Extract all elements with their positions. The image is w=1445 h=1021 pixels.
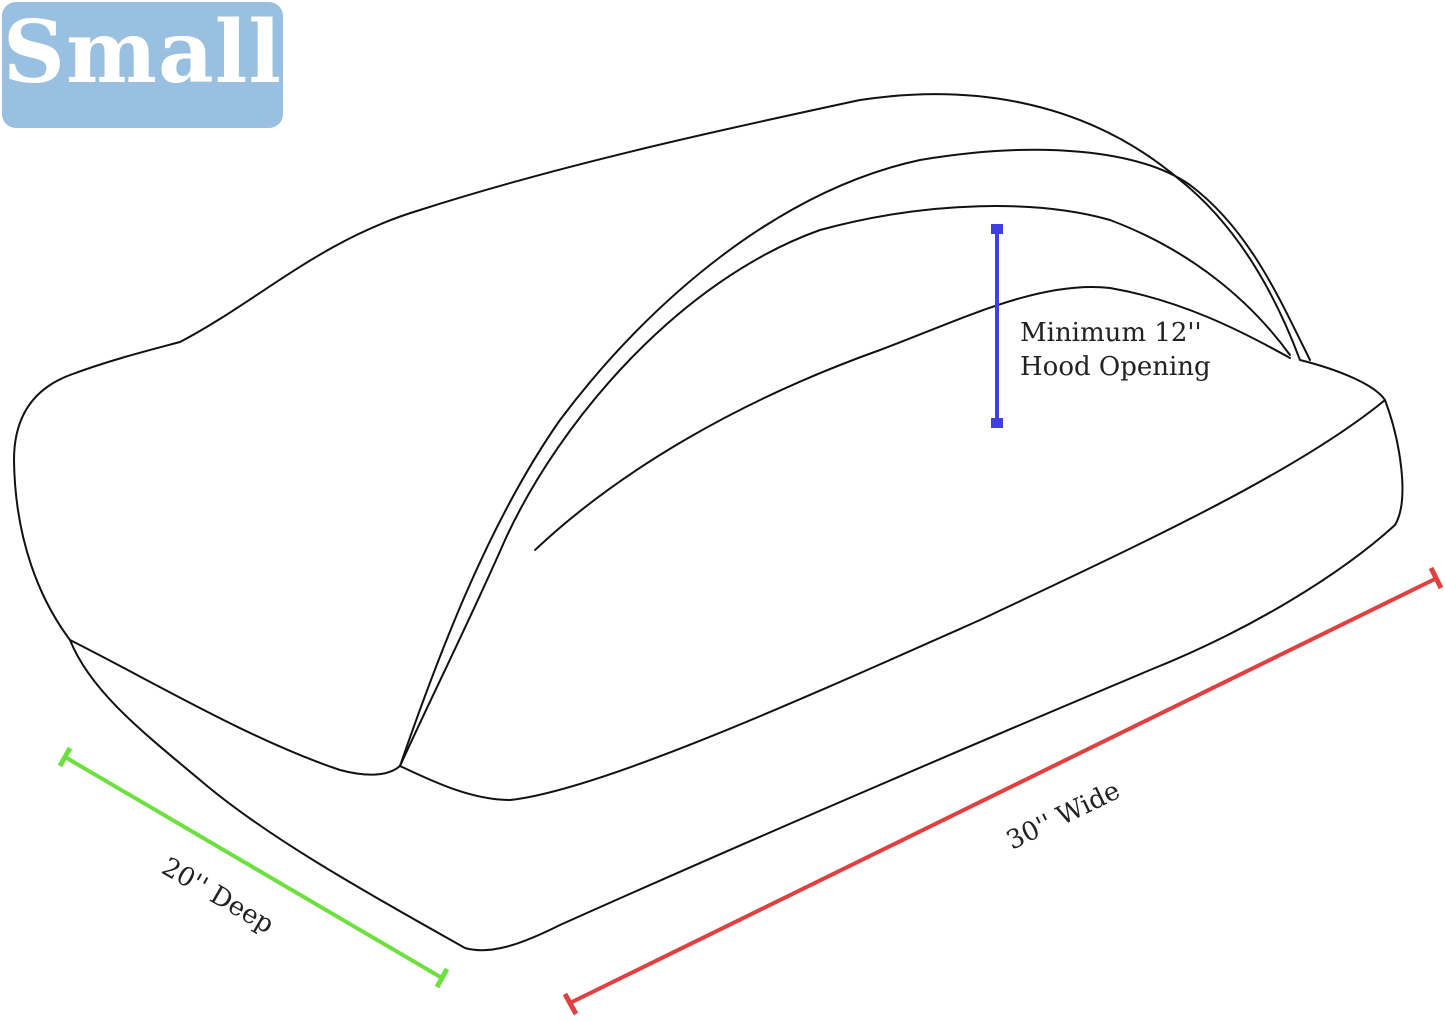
size-badge-label: Small	[2, 2, 283, 103]
hood-inner-arc	[399, 205, 1291, 767]
hood-label-line1: Minimum 12''	[1020, 318, 1202, 348]
width-dimension-line	[569, 576, 1438, 1005]
hood-dimension-cap-bottom	[991, 418, 1003, 428]
depth-dimension-line	[63, 755, 444, 980]
bed-outer-outline	[13, 93, 1404, 952]
depth-dimension-cap-left	[57, 746, 73, 768]
depth-dimension: 20'' Deep	[57, 746, 450, 989]
width-dimension-cap-right	[1428, 566, 1444, 590]
hood-opening-edge	[534, 286, 1291, 551]
depth-dimension-cap-right	[434, 967, 450, 989]
depth-label: 20'' Deep	[157, 852, 279, 940]
bed-front-seam	[69, 639, 401, 776]
size-badge: Small	[2, 2, 283, 128]
bed-base-seam	[399, 399, 1386, 801]
width-dimension-cap-left	[562, 992, 579, 1016]
width-dimension: 30'' Wide	[562, 566, 1444, 1016]
hood-dimension: Minimum 12'' Hood Opening	[991, 224, 1211, 428]
hood-label-line2: Hood Opening	[1020, 352, 1211, 382]
hood-outer-arc	[399, 148, 1311, 767]
hood-dimension-cap-top	[991, 224, 1003, 234]
width-label: 30'' Wide	[1002, 776, 1125, 857]
